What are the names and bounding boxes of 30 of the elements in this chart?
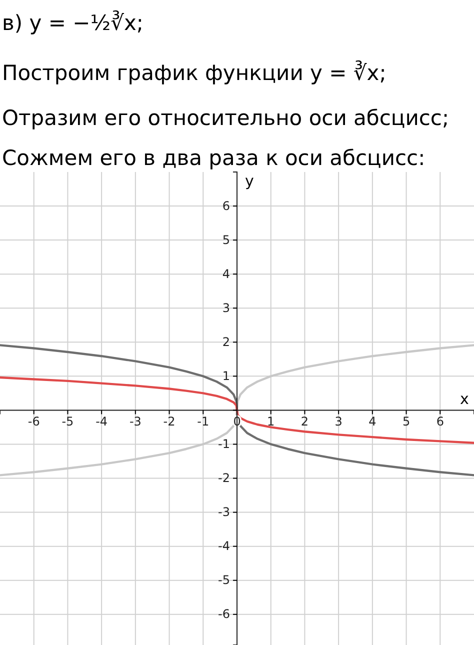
y-tick-label: 5 <box>222 232 230 247</box>
x-tick-label: -2 <box>163 414 176 429</box>
x-tick-label: -3 <box>129 414 142 429</box>
y-tick-label: -3 <box>218 505 230 520</box>
y-tick-label: 2 <box>222 334 230 349</box>
x-tick-label: -4 <box>96 414 108 429</box>
y-tick-label: -6 <box>218 607 230 622</box>
x-tick-label: 2 <box>300 414 309 429</box>
x-tick-label: 1 <box>267 414 275 429</box>
x-tick-label: 5 <box>402 414 410 429</box>
chart-title: в) y = −½∛x; <box>2 10 144 35</box>
text: Построим график функции y = ∛x; <box>2 60 386 85</box>
x-tick-label: -5 <box>62 414 74 429</box>
y-tick-label: -5 <box>218 573 230 588</box>
y-axis-title: y <box>245 172 254 190</box>
x-tick-label: 3 <box>334 414 342 429</box>
x-axis-title: x <box>460 390 469 408</box>
text: Сожмем его в два раза к оси абсцисс: <box>2 146 426 170</box>
y-tick-label: -4 <box>218 539 230 554</box>
y-tick-label: -1 <box>218 437 230 452</box>
x-tick-label: 6 <box>436 414 444 429</box>
y-tick-label: 3 <box>222 300 230 315</box>
y-tick-label: 1 <box>222 369 230 384</box>
text: Отразим его относительно оси абсцисс; <box>2 106 450 130</box>
x-tick-label: 4 <box>368 414 376 429</box>
y-tick-label: 6 <box>222 198 230 213</box>
y-tick-label: -2 <box>218 471 230 486</box>
x-tick-label: -1 <box>197 414 210 429</box>
y-tick-label: 4 <box>222 266 230 281</box>
x-tick-label: -6 <box>28 414 40 429</box>
